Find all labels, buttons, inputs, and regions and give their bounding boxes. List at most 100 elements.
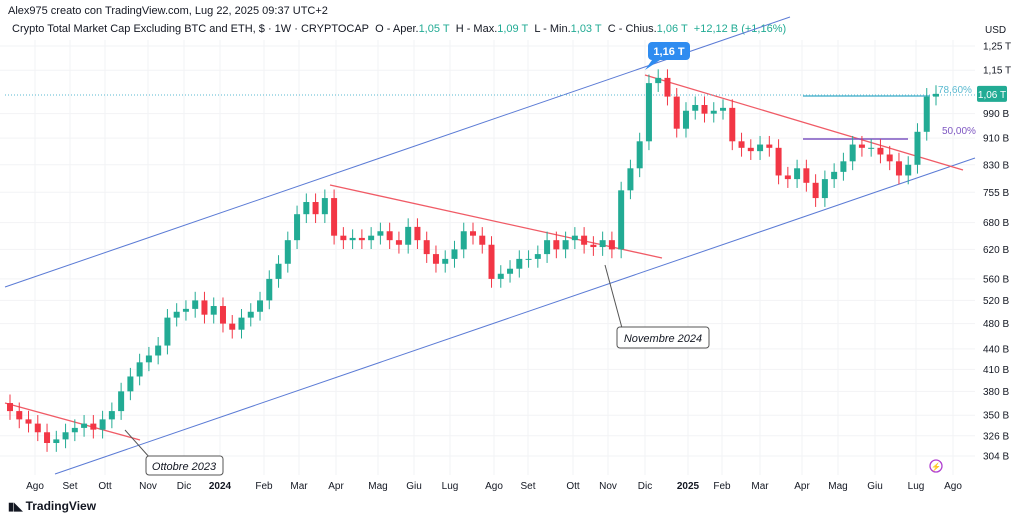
candle xyxy=(729,99,736,151)
x-tick-label: Set xyxy=(520,481,535,492)
y-tick-label: 680 B xyxy=(983,218,1009,229)
low-value: 1,03 T xyxy=(570,23,602,35)
candle xyxy=(803,159,810,192)
candle xyxy=(118,382,125,420)
y-tick-label: 1,15 T xyxy=(983,66,1011,77)
tradingview-logo[interactable]: ▮◣ TradingView xyxy=(8,499,97,513)
h-label: H - Max. xyxy=(455,23,498,35)
candle xyxy=(525,250,532,268)
nov-2024-label: Novembre 2024 xyxy=(624,333,702,345)
candle xyxy=(331,189,338,245)
x-tick-label: Ago xyxy=(26,481,44,492)
candle xyxy=(766,135,773,157)
candle xyxy=(321,189,328,224)
candle xyxy=(266,270,273,310)
candle xyxy=(636,132,643,178)
peak-callout xyxy=(648,42,690,60)
candle xyxy=(645,74,652,151)
candle xyxy=(90,415,97,439)
candle xyxy=(849,135,856,171)
candle xyxy=(747,139,754,160)
y-tick-label: 990 B xyxy=(983,109,1009,120)
candle xyxy=(238,309,245,339)
candle xyxy=(701,96,708,123)
x-tick-label: Apr xyxy=(328,481,344,492)
candle xyxy=(682,102,689,138)
y-tick-label: 910 B xyxy=(983,134,1009,145)
candle xyxy=(7,394,13,420)
candle xyxy=(877,139,884,164)
channel-upper xyxy=(4,16,791,288)
x-tick-label: Ago xyxy=(944,481,962,492)
x-tick-label: 2025 xyxy=(677,481,700,492)
candle xyxy=(470,222,476,245)
y-tick-label: 410 B xyxy=(983,365,1009,376)
candle xyxy=(933,85,939,106)
candle xyxy=(173,303,180,327)
candle xyxy=(895,152,902,185)
lightning-icon xyxy=(929,459,943,473)
candle xyxy=(62,423,69,449)
candle xyxy=(562,231,569,259)
candle xyxy=(210,297,217,324)
candle xyxy=(405,218,412,254)
last-price-badge xyxy=(977,85,1007,102)
candle xyxy=(145,346,152,372)
candle xyxy=(544,231,551,263)
candle xyxy=(294,205,301,250)
candle xyxy=(368,227,375,250)
candle xyxy=(34,415,41,442)
candle xyxy=(507,260,514,283)
candle xyxy=(386,222,393,250)
candle xyxy=(664,69,671,106)
candle xyxy=(284,231,291,273)
x-tick-label: Giu xyxy=(867,481,883,492)
candle xyxy=(821,170,828,207)
y-tick-label: 326 B xyxy=(983,431,1009,442)
y-tick-label: 304 B xyxy=(983,452,1009,463)
y-tick-label: 755 B xyxy=(983,188,1009,199)
candle xyxy=(488,236,495,288)
candle xyxy=(627,159,634,200)
candle xyxy=(497,265,504,288)
candle xyxy=(553,231,560,259)
candle xyxy=(201,291,208,324)
y-tick-label: 380 B xyxy=(983,387,1009,398)
candle xyxy=(16,402,23,429)
close-value: 1,06 T xyxy=(656,23,688,35)
trendline-2024 xyxy=(329,184,663,259)
candle xyxy=(219,297,226,333)
x-tick-label: Lug xyxy=(908,481,925,492)
oct-2023-note xyxy=(145,455,224,476)
candle xyxy=(247,303,254,327)
c-label: C - Chius. xyxy=(607,23,657,35)
o-label: O - Aper. xyxy=(375,23,419,35)
candle xyxy=(81,415,88,437)
x-tick-label: 2024 xyxy=(209,481,232,492)
candle xyxy=(127,367,134,401)
candle xyxy=(710,102,717,123)
l-label: L - Min. xyxy=(534,23,571,35)
candle xyxy=(182,300,189,321)
x-tick-label: Dic xyxy=(177,481,191,492)
fib78-label: 78,60% xyxy=(938,85,972,96)
candle xyxy=(303,193,310,224)
candle xyxy=(136,353,143,386)
candle xyxy=(608,231,615,259)
candle xyxy=(858,135,865,157)
symbol: Crypto Total Market Cap Excluding BTC an… xyxy=(12,23,370,35)
candle xyxy=(442,250,449,273)
candle xyxy=(99,410,106,439)
trendline-2025 xyxy=(644,74,964,171)
candle xyxy=(914,123,921,174)
candle xyxy=(831,163,838,188)
candle xyxy=(738,132,745,157)
candle xyxy=(775,139,782,185)
x-tick-label: Mag xyxy=(828,481,847,492)
x-tick-label: Ott xyxy=(98,481,112,492)
candle xyxy=(599,231,606,256)
x-tick-label: Mag xyxy=(368,481,387,492)
x-tick-label: Ott xyxy=(566,481,580,492)
trendline-2023 xyxy=(4,402,141,441)
